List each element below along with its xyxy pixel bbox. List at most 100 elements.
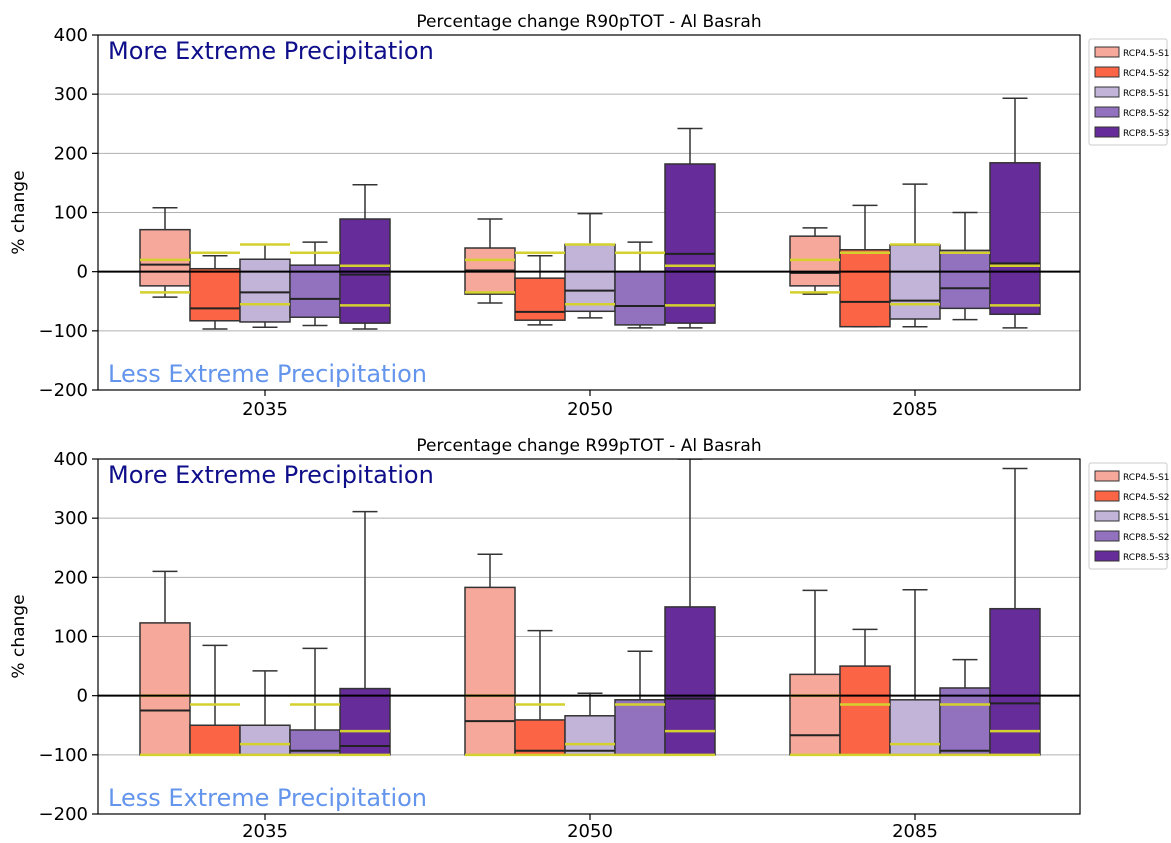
box-body	[189, 724, 241, 756]
legend-label: RCP8.5-S2	[1123, 533, 1170, 543]
legend-swatch	[1094, 46, 1120, 58]
box-body	[564, 243, 616, 313]
legend-swatch	[1094, 510, 1120, 522]
box-body	[464, 586, 516, 756]
y-tick-label: −200	[39, 380, 88, 401]
plot-frame	[97, 458, 1081, 815]
annotation-less-extreme: Less Extreme Precipitation	[108, 784, 427, 812]
x-tick-label: 2035	[242, 821, 288, 839]
legend-label: RCP8.5-S2	[1123, 109, 1170, 119]
box-RCP4.5-S1-2035	[139, 570, 191, 756]
x-tick-label: 2050	[567, 821, 613, 839]
x-tick-label: 2050	[567, 399, 613, 420]
y-tick-label: 200	[54, 567, 88, 588]
box-body	[189, 267, 241, 322]
box-RCP8.5-S3-2035	[339, 183, 391, 330]
y-axis-label: % change	[9, 170, 29, 254]
plot-area	[139, 97, 1041, 330]
annotation-more-extreme: More Extreme Precipitation	[108, 461, 434, 489]
plot-frame	[97, 34, 1081, 391]
box-RCP8.5-S1-2035	[239, 670, 291, 756]
legend-swatch	[1094, 86, 1120, 98]
x-tick-label: 2035	[242, 399, 288, 420]
y-tick-label: 300	[54, 508, 88, 529]
box-body	[514, 719, 566, 756]
box-RCP4.5-S2-2085	[839, 628, 891, 756]
box-RCP8.5-S2-2085	[939, 211, 991, 321]
box-body	[289, 264, 341, 318]
legend-label: RCP4.5-S2	[1123, 493, 1170, 503]
box-RCP4.5-S2-2035	[189, 254, 241, 330]
box-RCP8.5-S3-2085	[989, 97, 1041, 329]
legend-label: RCP4.5-S2	[1123, 69, 1170, 79]
box-RCP8.5-S2-2035	[289, 241, 341, 327]
box-body	[839, 249, 891, 328]
box-RCP8.5-S1-2050	[564, 692, 616, 756]
legend: RCP4.5-S1 RCP4.5-S2 RCP8.5-S1 RCP8.5-S2 RCP8…	[1088, 38, 1170, 146]
box-body	[939, 687, 991, 756]
box-RCP4.5-S2-2035	[189, 644, 241, 756]
annotation-more-extreme: More Extreme Precipitation	[108, 37, 434, 65]
plot-area	[139, 459, 1041, 757]
box-body	[939, 249, 991, 310]
box-RCP8.5-S1-2035	[239, 243, 291, 329]
box-body	[989, 162, 1041, 316]
chart-title: Percentage change R99pTOT - Al Basrah	[416, 436, 761, 456]
box-RCP8.5-S2-2050	[614, 650, 666, 756]
box-body	[139, 622, 191, 756]
legend-label: RCP8.5-S3	[1123, 553, 1170, 563]
chart-title: Percentage change R90pTOT - Al Basrah	[416, 12, 761, 32]
box-body	[889, 699, 941, 756]
y-tick-label: −100	[39, 745, 88, 766]
legend-label: RCP4.5-S1	[1123, 49, 1170, 59]
legend-frame	[1088, 38, 1168, 146]
legend-label: RCP4.5-S1	[1123, 473, 1170, 483]
box-RCP8.5-S3-2035	[339, 510, 391, 756]
annotation-less-extreme: Less Extreme Precipitation	[108, 360, 427, 388]
box-body	[514, 277, 566, 321]
box-body	[139, 228, 191, 287]
box-RCP8.5-S1-2050	[564, 212, 616, 319]
box-body	[664, 606, 716, 756]
box-body	[664, 163, 716, 324]
box-body	[789, 673, 841, 756]
box-RCP8.5-S2-2035	[289, 647, 341, 756]
y-tick-label: 400	[54, 25, 88, 46]
y-tick-label: 400	[54, 449, 88, 470]
y-tick-label: −100	[39, 321, 88, 342]
chart-panel-2: Percentage change R99pTOT - Al Basrah Mor…	[9, 436, 1170, 842]
box-RCP4.5-S2-2050	[514, 629, 566, 756]
x-tick-label: 2085	[892, 399, 938, 420]
legend-swatch	[1094, 66, 1120, 78]
box-body	[564, 715, 616, 756]
legend-swatch	[1094, 490, 1120, 502]
legend-swatch	[1094, 550, 1120, 562]
legend-swatch	[1094, 470, 1120, 482]
box-RCP4.5-S1-2085	[789, 589, 841, 756]
box-body	[239, 724, 291, 756]
legend-swatch	[1094, 530, 1120, 542]
y-tick-label: 300	[54, 84, 88, 105]
box-body	[989, 607, 1041, 756]
x-tick-label: 2085	[892, 821, 938, 839]
box-RCP8.5-S3-2050	[664, 459, 716, 756]
box-RCP8.5-S2-2050	[614, 241, 666, 329]
box-body	[839, 665, 891, 756]
y-tick-label: 100	[54, 627, 88, 648]
y-tick-label: 0	[77, 262, 88, 283]
box-RCP4.5-S2-2050	[514, 254, 566, 326]
y-tick-label: 200	[54, 143, 88, 164]
box-RCP8.5-S1-2085	[889, 589, 941, 756]
legend-label: RCP8.5-S1	[1123, 89, 1170, 99]
legend-swatch	[1094, 106, 1120, 118]
box-RCP4.5-S1-2035	[139, 207, 191, 298]
y-axis-label: % change	[9, 594, 29, 678]
box-RCP4.5-S1-2050	[464, 553, 516, 756]
box-body	[614, 270, 666, 326]
y-tick-label: −200	[39, 804, 88, 825]
box-body	[339, 687, 391, 756]
box-RCP4.5-S2-2085	[839, 204, 891, 328]
legend-label: RCP8.5-S1	[1123, 513, 1170, 523]
legend-swatch	[1094, 126, 1120, 138]
